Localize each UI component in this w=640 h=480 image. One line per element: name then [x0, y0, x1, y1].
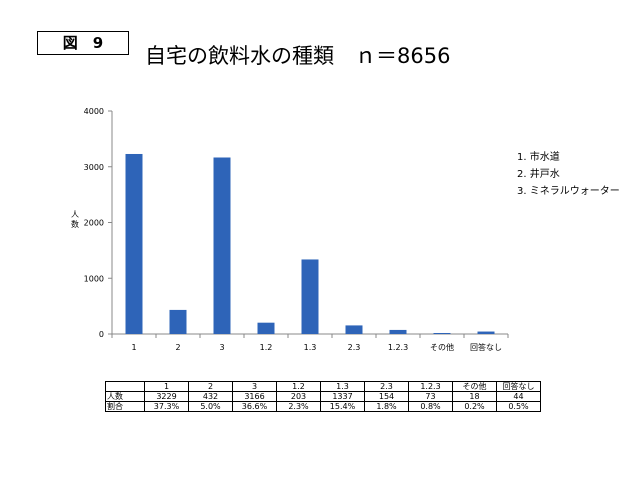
- bar: [389, 329, 407, 334]
- table-cell: 432: [188, 391, 233, 402]
- table-cell: 37.3%: [144, 401, 189, 412]
- legend: 1. 市水道 2. 井戸水 3. ミネラルウォーター: [517, 149, 620, 200]
- table-cell: 3: [232, 381, 277, 392]
- y-axis-label: 人: [71, 210, 79, 219]
- legend-item: 1. 市水道: [517, 152, 560, 163]
- table-cell: 0.5%: [496, 401, 541, 412]
- table-cell: その他: [452, 381, 497, 392]
- x-tick-label: 1.2: [260, 343, 273, 352]
- bar: [433, 332, 451, 334]
- y-tick-label: 0: [99, 330, 104, 339]
- table-cell: 154: [364, 391, 409, 402]
- legend-item: 3. ミネラルウォーター: [517, 186, 620, 197]
- table-cell: 15.4%: [320, 401, 365, 412]
- x-tick-label: 3: [219, 343, 224, 352]
- table-cell: 回答なし: [496, 381, 541, 392]
- x-tick-label: 1.2.3: [388, 343, 408, 352]
- x-tick-label: 2.3: [348, 343, 361, 352]
- table-cell: 人数: [105, 391, 145, 402]
- table-cell: 2: [188, 381, 233, 392]
- table-cell: 0.8%: [408, 401, 453, 412]
- table-cell: 1.8%: [364, 401, 409, 412]
- y-tick-label: 3000: [84, 163, 104, 172]
- table-cell: 1: [144, 381, 189, 392]
- table-cell: 36.6%: [232, 401, 277, 412]
- bar: [477, 331, 495, 334]
- x-tick-label: 回答なし: [470, 342, 502, 352]
- table-cell: [105, 381, 145, 392]
- y-axis-label: 数: [71, 219, 79, 229]
- table-cell: 1.2: [276, 381, 321, 392]
- x-tick-label: 1.3: [304, 343, 317, 352]
- table-header-row: 1 2 3 1.2 1.3 2.3 1.2.3 その他 回答なし: [105, 381, 541, 392]
- table-cell: 73: [408, 391, 453, 402]
- table-cell: 44: [496, 391, 541, 402]
- table-cell: 3229: [144, 391, 189, 402]
- table-row: 割合 37.3% 5.0% 36.6% 2.3% 15.4% 1.8% 0.8%…: [105, 401, 541, 412]
- bar: [301, 259, 319, 334]
- bar: [345, 325, 363, 334]
- chart-title: 自宅の飲料水の種類 ｎ＝8656: [145, 44, 451, 68]
- figure-label: 図 9: [37, 31, 129, 55]
- bar: [169, 309, 187, 334]
- x-tick-label: 2: [175, 343, 180, 352]
- table-cell: 1337: [320, 391, 365, 402]
- y-tick-label: 4000: [84, 107, 104, 116]
- bar: [125, 153, 143, 334]
- y-tick-label: 1000: [84, 274, 104, 283]
- table-cell: 3166: [232, 391, 277, 402]
- x-tick-label: 1: [131, 343, 136, 352]
- table-cell: 割合: [105, 401, 145, 412]
- table-cell: 2.3: [364, 381, 409, 392]
- bar-chart: 0 1000 2000 3000 4000 1 2 3 1.2 1.3 2.3 1.2.3 その他 回答な…: [71, 107, 509, 352]
- table-cell: 1.2.3: [408, 381, 453, 392]
- table-cell: 0.2%: [452, 401, 497, 412]
- table-row: 人数 3229 432 3166 203 1337 154 73 18 44: [105, 391, 541, 402]
- x-tick-label: その他: [430, 342, 454, 352]
- data-table: 1 2 3 1.2 1.3 2.3 1.2.3 その他 回答なし 人数 3229…: [105, 381, 541, 412]
- table-cell: 2.3%: [276, 401, 321, 412]
- bar: [257, 322, 275, 334]
- table-cell: 18: [452, 391, 497, 402]
- bar: [213, 157, 231, 334]
- table-cell: 5.0%: [188, 401, 233, 412]
- table-cell: 1.3: [320, 381, 365, 392]
- table-cell: 203: [276, 391, 321, 402]
- y-tick-label: 2000: [84, 219, 104, 228]
- legend-item: 2. 井戸水: [517, 169, 560, 180]
